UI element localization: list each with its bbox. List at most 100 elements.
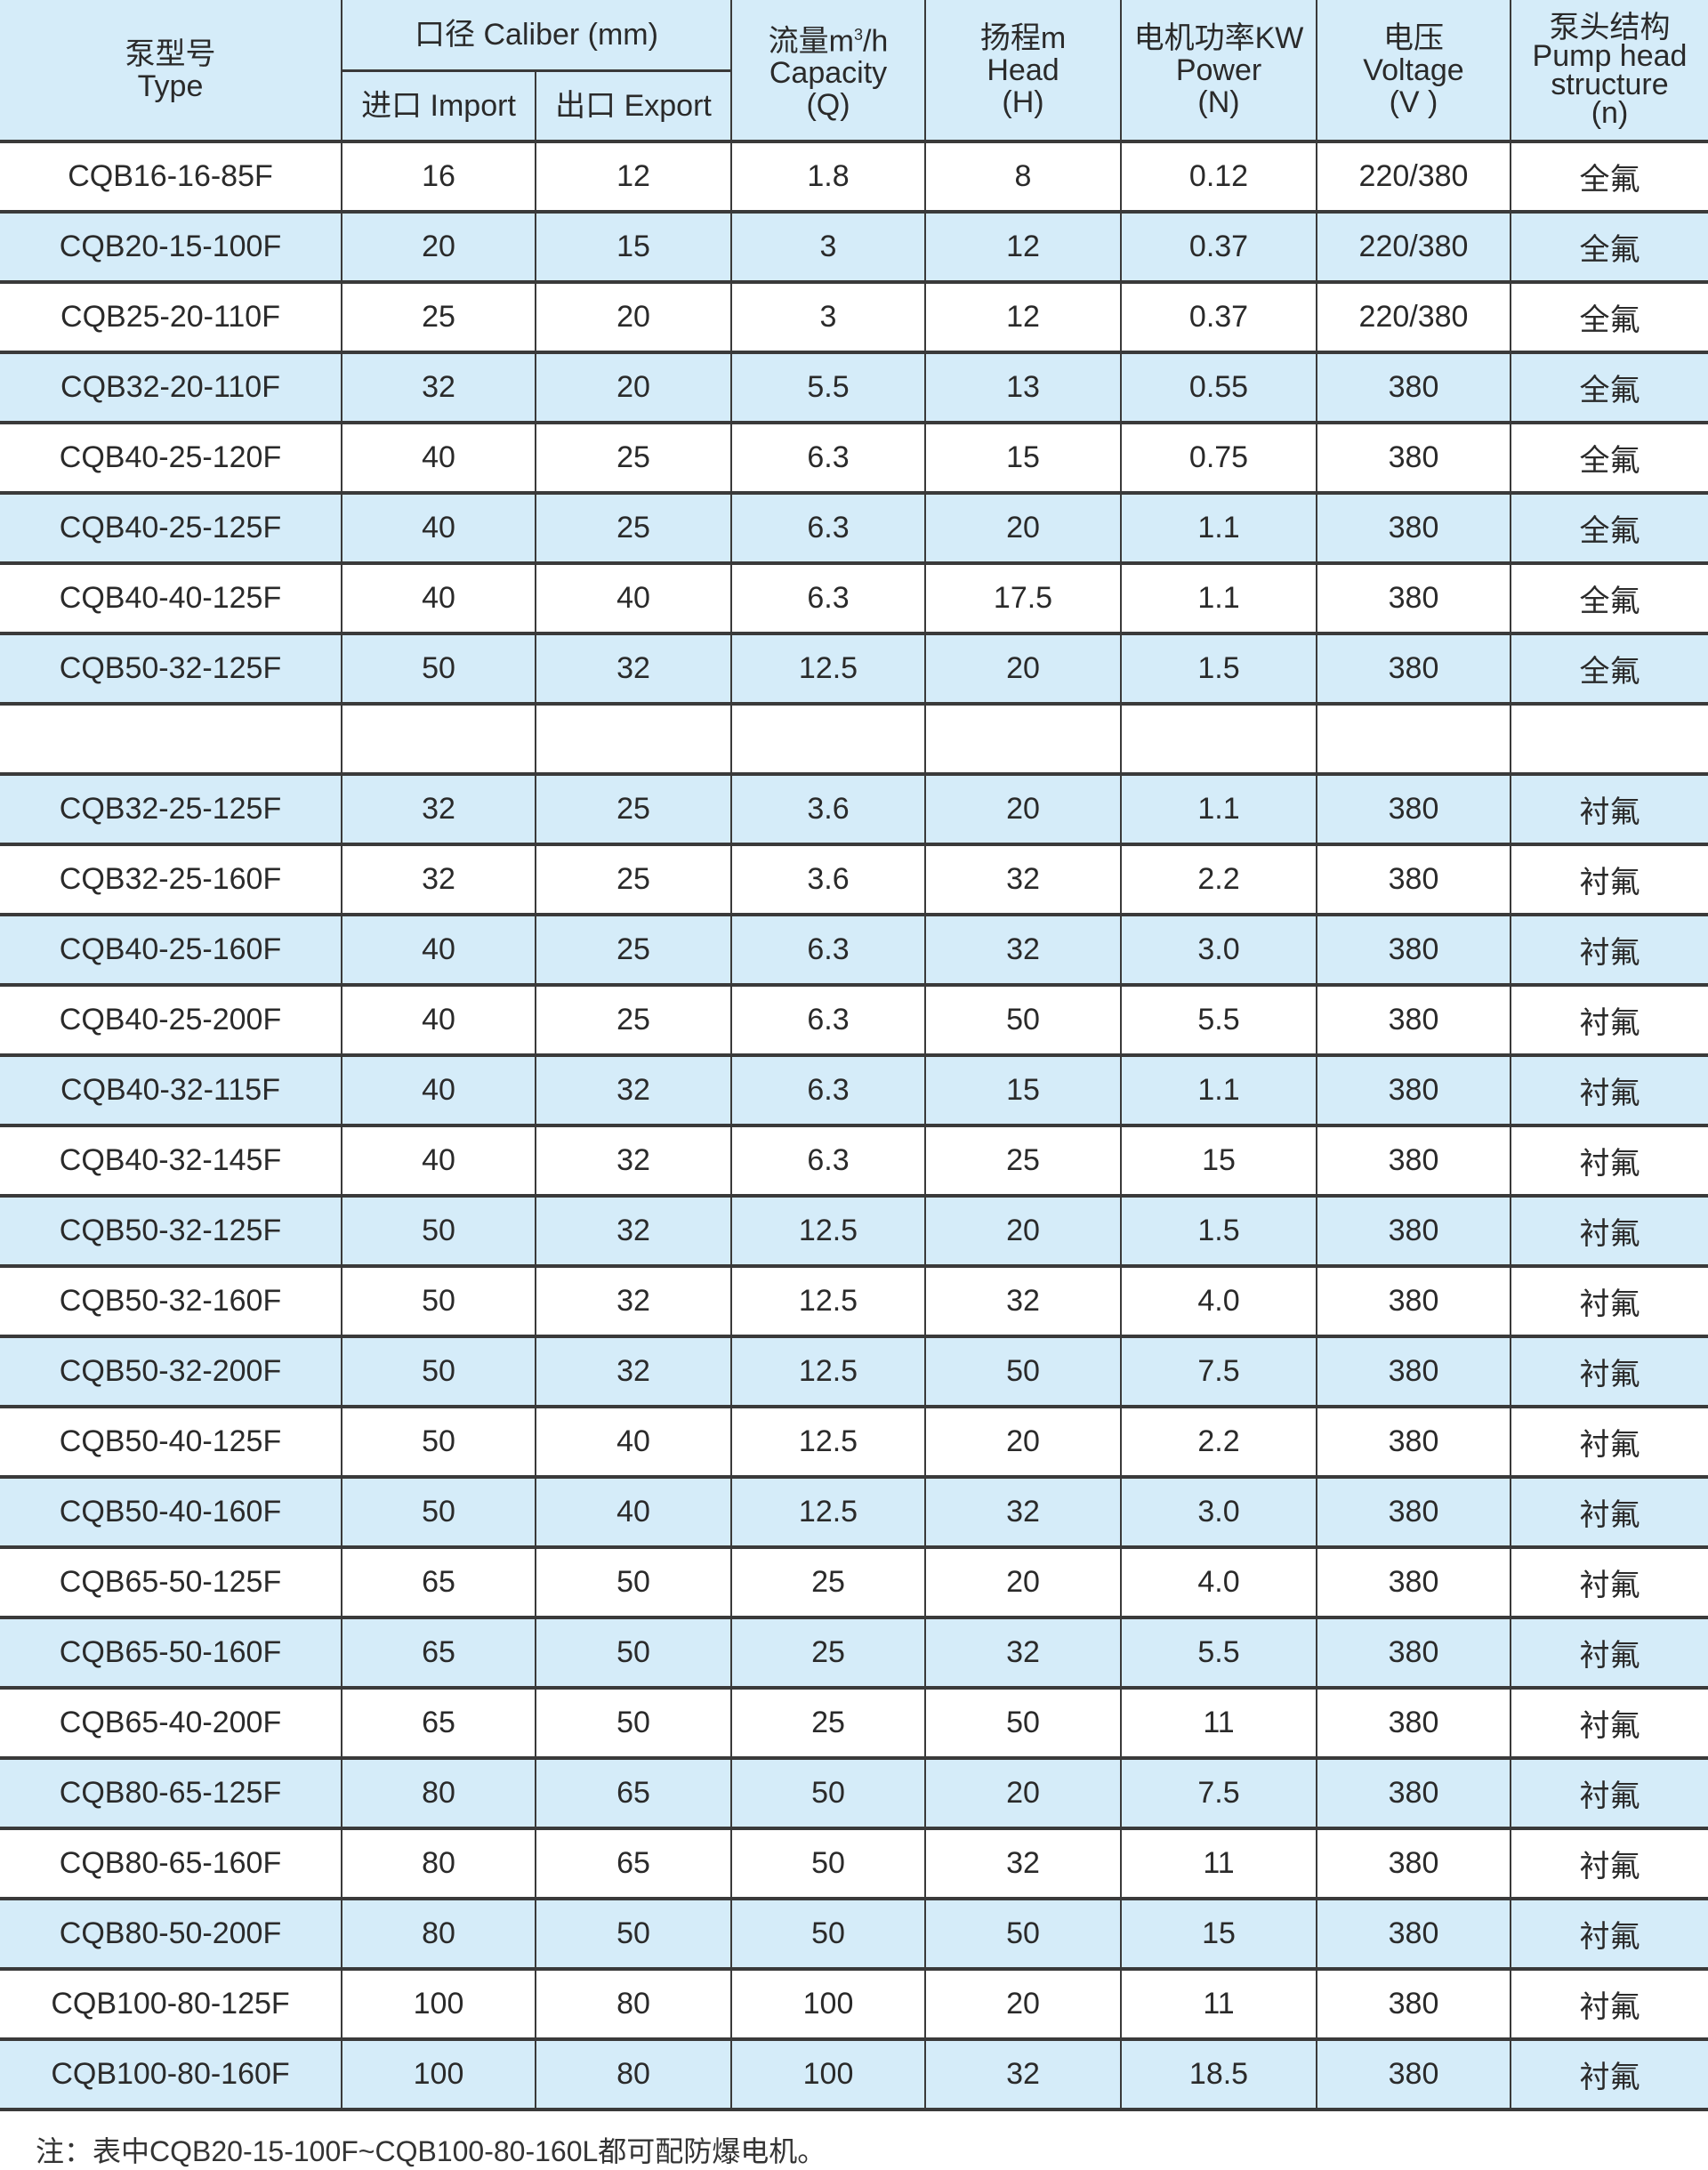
cell-power: 4.0	[1120, 1264, 1317, 1336]
cell-voltage: 380	[1316, 1827, 1511, 1899]
table-row: CQB65-50-160F 65 50 25 32 5.5 380 衬氟	[0, 1616, 1708, 1688]
cell-head: 13	[924, 351, 1122, 423]
cell-power: 1.1	[1120, 491, 1317, 563]
cell-type: CQB100-80-125F	[0, 1967, 342, 2039]
table-row: CQB100-80-125F 100 80 100 20 11 380 衬氟	[0, 1967, 1708, 2039]
cell-export: 32	[535, 1124, 732, 1196]
cell-type: CQB50-32-125F	[0, 1194, 342, 1266]
cell-type: CQB32-25-160F	[0, 843, 342, 915]
cell-export: 80	[535, 1967, 732, 2039]
cell-head: 32	[924, 1827, 1122, 1899]
table-row: CQB40-25-160F 40 25 6.3 32 3.0 380 衬氟	[0, 913, 1708, 985]
cell-voltage: 380	[1316, 1194, 1511, 1266]
cell-import: 65	[341, 1686, 536, 1758]
cell-head: 50	[924, 1897, 1122, 1969]
cell-capacity: 6.3	[730, 421, 926, 493]
cell-import: 16	[341, 140, 536, 212]
cell-type: CQB32-20-110F	[0, 351, 342, 423]
cell-voltage	[1316, 702, 1511, 774]
cell-structure: 全氟	[1510, 280, 1708, 352]
cell-structure: 衬氟	[1510, 1194, 1708, 1266]
cell-capacity: 6.3	[730, 491, 926, 563]
cell-power: 11	[1120, 1686, 1317, 1758]
cell-power: 5.5	[1120, 1616, 1317, 1688]
cell-power: 15	[1120, 1124, 1317, 1196]
cell-voltage: 380	[1316, 1967, 1511, 2039]
cell-capacity: 12.5	[730, 1405, 926, 1477]
cell-power: 0.37	[1120, 210, 1317, 282]
cell-head: 32	[924, 1264, 1122, 1336]
table-row: CQB50-32-200F 50 32 12.5 50 7.5 380 衬氟	[0, 1335, 1708, 1407]
cell-voltage: 380	[1316, 1545, 1511, 1617]
cell-capacity: 6.3	[730, 983, 926, 1055]
cell-import: 40	[341, 913, 536, 985]
cell-power: 7.5	[1120, 1756, 1317, 1828]
cell-head: 20	[924, 1756, 1122, 1828]
table-row: CQB40-32-115F 40 32 6.3 15 1.1 380 衬氟	[0, 1053, 1708, 1125]
cell-type: CQB50-40-125F	[0, 1405, 342, 1477]
cell-capacity	[730, 702, 926, 774]
cell-capacity: 6.3	[730, 1124, 926, 1196]
cell-head: 32	[924, 1616, 1122, 1688]
cell-type: CQB40-25-120F	[0, 421, 342, 493]
header-type: 泵型号 Type	[0, 0, 342, 141]
cell-capacity: 3	[730, 210, 926, 282]
header-capacity: 流量m3/h Capacity (Q)	[730, 0, 926, 141]
cell-voltage: 380	[1316, 1686, 1511, 1758]
cell-import: 50	[341, 1335, 536, 1407]
cell-power: 0.12	[1120, 140, 1317, 212]
cell-power: 0.37	[1120, 280, 1317, 352]
cell-head: 50	[924, 983, 1122, 1055]
cell-export: 15	[535, 210, 732, 282]
cell-voltage: 380	[1316, 1264, 1511, 1336]
cell-export: 50	[535, 1897, 732, 1969]
cell-voltage: 220/380	[1316, 280, 1511, 352]
cell-export: 25	[535, 491, 732, 563]
cell-voltage: 380	[1316, 1405, 1511, 1477]
cell-capacity: 3.6	[730, 772, 926, 844]
cell-export: 25	[535, 983, 732, 1055]
cell-structure: 衬氟	[1510, 772, 1708, 844]
cell-import: 65	[341, 1545, 536, 1617]
cell-voltage: 380	[1316, 1053, 1511, 1125]
cell-voltage: 380	[1316, 1124, 1511, 1196]
cell-power: 18.5	[1120, 2037, 1317, 2111]
cell-import: 80	[341, 1756, 536, 1828]
cell-type: CQB65-50-125F	[0, 1545, 342, 1617]
cell-type: CQB50-32-160F	[0, 1264, 342, 1336]
cell-import: 25	[341, 280, 536, 352]
cell-import: 50	[341, 1264, 536, 1336]
cell-export: 20	[535, 280, 732, 352]
cell-export: 50	[535, 1686, 732, 1758]
cell-structure: 衬氟	[1510, 843, 1708, 915]
cell-capacity: 3.6	[730, 843, 926, 915]
table-row: CQB40-25-120F 40 25 6.3 15 0.75 380 全氟	[0, 421, 1708, 493]
cell-head: 12	[924, 210, 1122, 282]
cell-import: 50	[341, 1475, 536, 1547]
cell-import: 40	[341, 1124, 536, 1196]
header-caliber: 口径 Caliber (mm)	[341, 0, 732, 71]
table-row: CQB32-25-160F 32 25 3.6 32 2.2 380 衬氟	[0, 843, 1708, 915]
table-row: CQB80-65-125F 80 65 50 20 7.5 380 衬氟	[0, 1756, 1708, 1828]
cell-voltage: 380	[1316, 1335, 1511, 1407]
table-row: CQB50-32-125F 50 32 12.5 20 1.5 380 衬氟	[0, 1194, 1708, 1266]
cell-import: 50	[341, 632, 536, 704]
cell-structure: 全氟	[1510, 140, 1708, 212]
cell-head: 32	[924, 843, 1122, 915]
cell-head: 20	[924, 632, 1122, 704]
cell-import: 100	[341, 2037, 536, 2111]
cell-structure: 衬氟	[1510, 1405, 1708, 1477]
cell-structure: 衬氟	[1510, 983, 1708, 1055]
cell-type: CQB40-40-125F	[0, 561, 342, 633]
cell-structure: 衬氟	[1510, 1827, 1708, 1899]
table-row: CQB65-50-125F 65 50 25 20 4.0 380 衬氟	[0, 1545, 1708, 1617]
table-row: CQB100-80-160F 100 80 100 32 18.5 380 衬氟	[0, 2037, 1708, 2111]
cell-power: 11	[1120, 1967, 1317, 2039]
cell-capacity: 50	[730, 1827, 926, 1899]
cell-structure	[1510, 702, 1708, 774]
cell-head: 20	[924, 1545, 1122, 1617]
cell-structure: 衬氟	[1510, 1967, 1708, 2039]
cell-power: 2.2	[1120, 843, 1317, 915]
cell-export: 50	[535, 1616, 732, 1688]
cell-export: 25	[535, 913, 732, 985]
